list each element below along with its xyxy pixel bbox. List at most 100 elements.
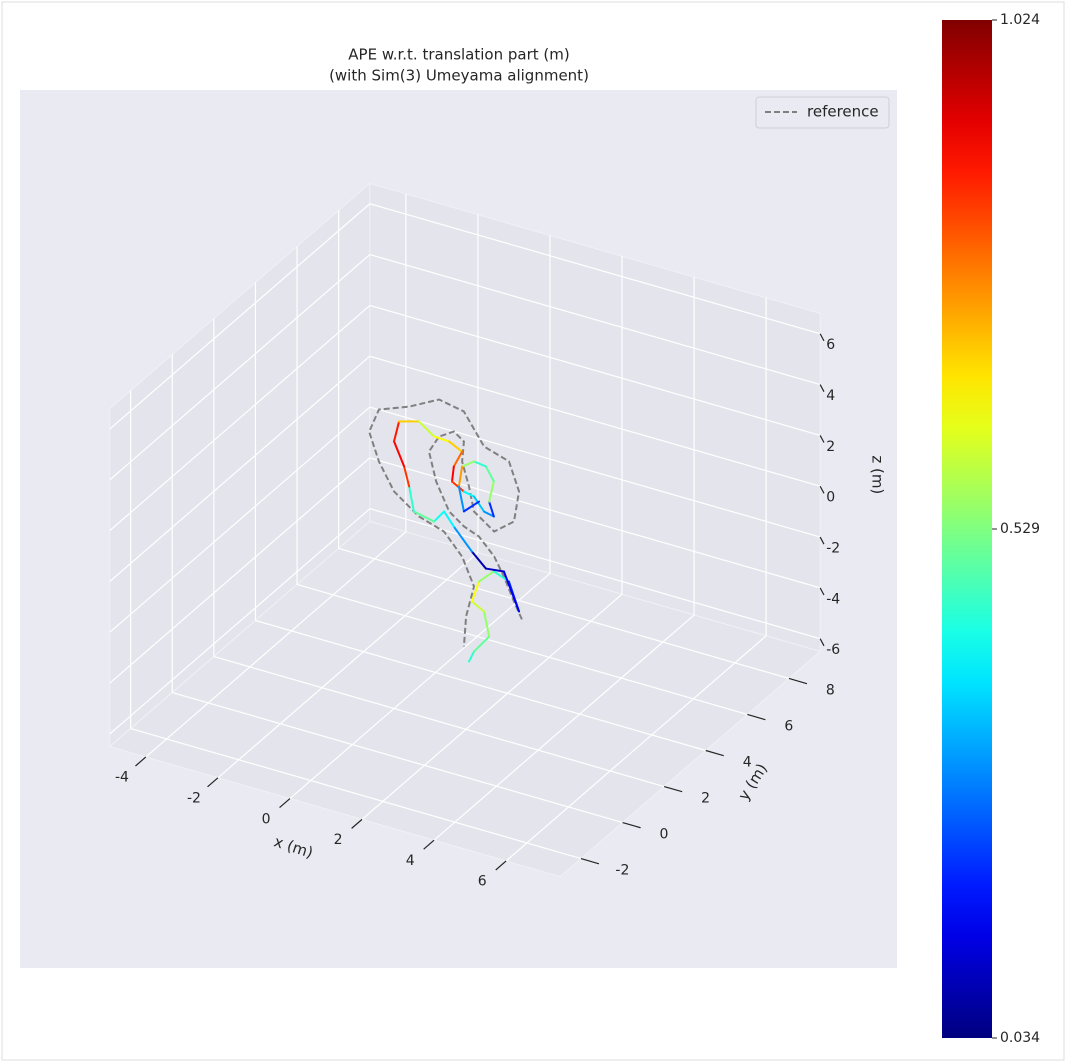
tick-mark <box>495 860 507 871</box>
tick-mark <box>705 749 724 757</box>
tick-mark <box>351 818 363 829</box>
trajectory-segment <box>393 420 401 443</box>
grid-line <box>433 614 695 841</box>
tick-label: 0 <box>262 811 271 827</box>
tick-label: -6 <box>826 642 840 658</box>
tick-label: 0 <box>660 827 669 843</box>
chart-title: APE w.r.t. translation part (m) <box>348 46 569 64</box>
tick-label: 2 <box>334 832 343 848</box>
grid-line <box>296 583 748 716</box>
trajectory-segment <box>473 460 487 468</box>
tick-mark <box>580 857 600 865</box>
grid-line <box>255 619 706 752</box>
trajectory-segment <box>473 635 491 653</box>
grid-line <box>130 727 582 860</box>
colorbar-tick-label: 1.024 <box>1000 12 1040 28</box>
legend-box <box>755 96 890 129</box>
trajectory-segment <box>433 435 451 443</box>
tick-mark <box>207 777 219 788</box>
grid-line <box>338 547 790 680</box>
tick-label: -2 <box>187 790 201 806</box>
trajectory-segment <box>473 495 486 513</box>
legend: reference <box>755 96 890 129</box>
trajectory-segment <box>457 485 465 513</box>
grid-line <box>109 304 371 532</box>
grid-line <box>505 635 767 862</box>
tick-mark <box>819 333 825 342</box>
trajectory-segment <box>488 480 495 503</box>
grid-line <box>145 531 407 758</box>
tick-label: -4 <box>826 591 840 607</box>
tick-mark <box>788 677 808 685</box>
grid-line <box>213 655 665 788</box>
trajectory-segment <box>393 440 406 468</box>
trajectory-segment <box>470 550 487 570</box>
tick-mark <box>423 839 435 850</box>
tick-label: 4 <box>743 754 752 770</box>
trajectory-segment <box>417 420 436 438</box>
trajectory-segment <box>483 510 495 518</box>
tick-mark <box>819 587 825 596</box>
colorbar-gradient <box>942 20 992 1038</box>
tick-mark <box>819 638 825 647</box>
tick-label: 2 <box>701 790 710 806</box>
tick-label: 2 <box>826 439 835 455</box>
grid-line <box>369 254 821 386</box>
axis-label: z (m) <box>868 455 886 494</box>
trajectory-segment <box>470 600 486 613</box>
tick-label: 8 <box>826 682 835 698</box>
grid-line <box>109 406 371 633</box>
colorbar-tick-label: 0.529 <box>1000 521 1040 537</box>
grid-line <box>109 203 371 430</box>
tick-mark <box>819 485 825 494</box>
trajectory-segment <box>433 510 446 523</box>
trajectory-segment <box>502 570 521 613</box>
reference-line <box>368 398 523 647</box>
grid-line <box>172 691 623 824</box>
trajectory-segment <box>467 650 476 663</box>
tick-mark <box>819 435 825 443</box>
tick-mark <box>819 536 825 545</box>
trajectory-segment <box>403 465 411 488</box>
grid-line <box>369 406 821 538</box>
trajectory-segment <box>408 485 415 513</box>
tick-mark <box>622 821 641 829</box>
grid-line <box>109 355 371 582</box>
grid-line <box>289 572 551 800</box>
tick-label: 6 <box>478 874 487 890</box>
tick-label: 4 <box>406 853 415 869</box>
grid-line <box>369 304 821 436</box>
tick-mark <box>663 785 683 793</box>
colorbar: 0.034 0.529 1.024 <box>942 12 1040 1046</box>
tick-label: -4 <box>115 770 129 786</box>
tick-label: -2 <box>826 540 840 556</box>
trajectory-segment <box>488 500 495 518</box>
trajectory-segment <box>443 510 455 528</box>
trajectory-segment <box>457 465 464 488</box>
chart-subtitle: (with Sim(3) Umeyama alignment) <box>329 67 589 85</box>
pane <box>108 520 822 878</box>
tick-mark <box>747 713 766 721</box>
tick-label: 6 <box>826 337 835 353</box>
trajectory-segment <box>484 567 505 573</box>
trajectory-segment <box>478 570 495 583</box>
colorbar-tick-label: 0.034 <box>1000 1030 1040 1046</box>
tick-label: 4 <box>826 388 835 404</box>
trajectory-segment <box>462 490 476 498</box>
trajectory-segment <box>451 465 455 483</box>
grid-line <box>369 457 821 589</box>
trajectory-segment <box>452 450 464 468</box>
grid-line <box>109 254 371 481</box>
legend-label: reference <box>807 103 879 121</box>
grid-line <box>369 508 821 640</box>
tick-label: 0 <box>826 490 835 506</box>
tick-mark <box>279 798 291 809</box>
grid-line <box>369 203 821 335</box>
grid-line <box>361 593 623 820</box>
trajectory-segment <box>452 525 473 553</box>
trajectory-segment <box>448 440 464 453</box>
trajectory-segment <box>483 610 491 638</box>
